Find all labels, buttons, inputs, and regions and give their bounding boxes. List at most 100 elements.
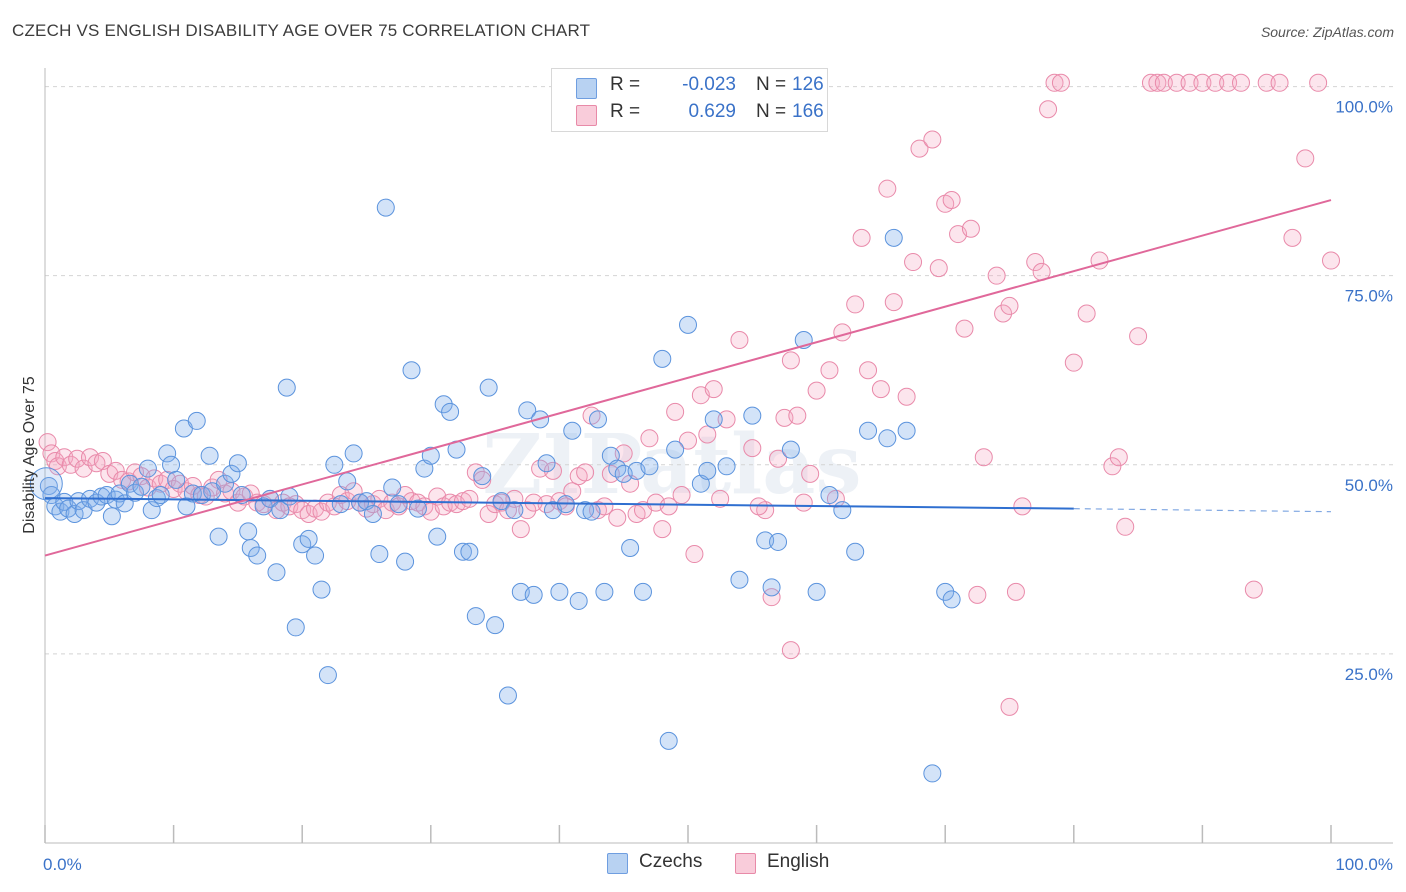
czech-point bbox=[396, 552, 415, 571]
czech-point bbox=[743, 406, 762, 425]
czech-point bbox=[138, 459, 157, 478]
czech-point bbox=[271, 501, 290, 520]
czech-point bbox=[312, 580, 331, 599]
czech-point bbox=[421, 446, 440, 465]
english-point bbox=[106, 461, 125, 480]
czech-point bbox=[621, 538, 640, 557]
czech-point bbox=[183, 484, 202, 503]
english-point bbox=[1244, 580, 1263, 599]
legend-n-label: N = bbox=[756, 74, 787, 95]
czech-point bbox=[820, 486, 839, 505]
english-point bbox=[1000, 697, 1019, 716]
english-point bbox=[1283, 228, 1302, 247]
czech-point bbox=[717, 457, 736, 476]
english-point bbox=[1193, 73, 1212, 92]
english-point bbox=[679, 431, 697, 450]
english-point bbox=[460, 489, 479, 508]
english-point bbox=[910, 139, 929, 158]
english-point bbox=[717, 410, 736, 429]
czech-point bbox=[762, 578, 781, 597]
english-point bbox=[1013, 497, 1032, 516]
english-point bbox=[929, 259, 948, 278]
english-point bbox=[344, 482, 363, 501]
legend-r-value: -0.023 bbox=[682, 74, 736, 95]
english-point bbox=[659, 497, 678, 516]
czech-point bbox=[187, 411, 206, 430]
english-point bbox=[820, 361, 839, 380]
legend-r-label: R = bbox=[610, 101, 641, 122]
czech-point bbox=[466, 607, 485, 626]
english-point bbox=[852, 228, 871, 247]
english-point bbox=[878, 179, 897, 198]
czech-point bbox=[550, 582, 569, 601]
czech-point bbox=[640, 457, 659, 476]
english-point bbox=[1045, 73, 1064, 92]
czech-point bbox=[679, 315, 697, 334]
czech-point bbox=[29, 467, 63, 501]
english-point bbox=[987, 266, 1006, 285]
czech-point bbox=[730, 570, 749, 589]
english-point bbox=[1103, 457, 1122, 476]
czech-point bbox=[383, 478, 402, 497]
czech-point bbox=[248, 546, 267, 565]
english-point bbox=[801, 464, 820, 483]
czech-point bbox=[402, 361, 421, 380]
czech-point bbox=[666, 440, 685, 459]
y-tick-label: 75.0% bbox=[1345, 287, 1393, 306]
czech-point bbox=[318, 666, 337, 685]
czechs-trend-extension bbox=[1073, 508, 1332, 513]
czech-point bbox=[209, 527, 228, 546]
english-point bbox=[897, 387, 916, 406]
english-point bbox=[807, 381, 826, 400]
czech-point bbox=[769, 532, 788, 551]
english-point bbox=[955, 319, 974, 338]
english-point bbox=[904, 253, 923, 272]
english-legend-swatch bbox=[735, 853, 756, 874]
english-point bbox=[1129, 327, 1148, 346]
english-point bbox=[994, 304, 1013, 323]
english-point bbox=[1257, 73, 1276, 92]
czech-point bbox=[704, 410, 723, 429]
english-point bbox=[968, 585, 987, 604]
y-tick-label: 25.0% bbox=[1345, 665, 1393, 684]
czech-point bbox=[239, 522, 258, 541]
czech-point bbox=[331, 495, 350, 514]
czech-point bbox=[569, 591, 588, 610]
english-point bbox=[1116, 517, 1135, 536]
czech-point bbox=[942, 590, 961, 609]
english-point bbox=[685, 545, 704, 564]
czech-point bbox=[441, 402, 460, 421]
czech-point bbox=[370, 545, 389, 564]
english-point bbox=[46, 452, 65, 470]
english-point bbox=[1154, 73, 1173, 92]
english-point bbox=[1141, 73, 1160, 92]
czech-point bbox=[299, 529, 318, 548]
czech-point bbox=[653, 349, 672, 368]
legend-n-value: 126 bbox=[792, 74, 824, 95]
czech-point bbox=[633, 582, 652, 601]
czech-point bbox=[120, 474, 139, 493]
english-point bbox=[48, 457, 67, 476]
english-point bbox=[1000, 296, 1019, 315]
czech-point bbox=[267, 563, 286, 582]
english-point bbox=[38, 433, 57, 452]
english-point bbox=[653, 520, 672, 539]
english-point bbox=[1309, 73, 1328, 92]
y-tick-label: 100.0% bbox=[1335, 98, 1393, 117]
english-point bbox=[884, 293, 903, 312]
czech-point bbox=[576, 501, 595, 520]
czech-point bbox=[69, 492, 88, 511]
legend-r-value: 0.629 bbox=[688, 101, 736, 122]
english-point bbox=[846, 295, 865, 314]
english-swatch bbox=[576, 105, 597, 126]
english-point bbox=[1077, 304, 1096, 323]
y-axis-label: Disability Age Over 75 bbox=[21, 376, 38, 534]
czechs-swatch bbox=[576, 78, 597, 99]
czechs-trend-line bbox=[44, 497, 1074, 510]
english-point bbox=[1231, 73, 1250, 92]
czech-point bbox=[897, 421, 916, 440]
czech-point bbox=[277, 378, 296, 397]
english-point bbox=[781, 351, 800, 370]
english-point bbox=[1219, 73, 1238, 92]
english-point bbox=[473, 470, 492, 489]
